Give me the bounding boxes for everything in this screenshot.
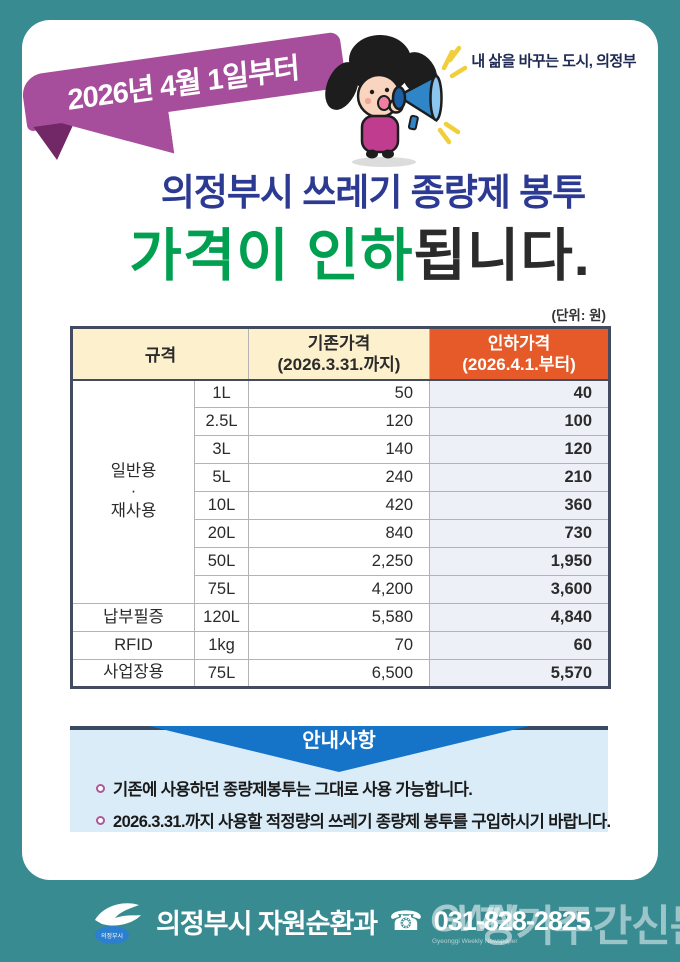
size-cell: 3L xyxy=(194,435,249,464)
city-slogan: 내 삶을 바꾸는 도시, 의정부 xyxy=(471,53,636,70)
table-row: 3L 140 120 xyxy=(72,435,610,464)
notice-item-text: 2026.3.31.까지 사용할 적정량의 쓰레기 종량제 봉투를 구입하시기 … xyxy=(113,813,611,831)
new-price-cell: 1,950 xyxy=(429,547,610,576)
old-price-label: 기존가격 xyxy=(307,333,371,353)
table-row: 50L 2,250 1,950 xyxy=(72,547,610,576)
new-price-cell: 40 xyxy=(429,379,610,408)
notice-box: 안내사항 기존에 사용하던 종량제봉투는 그대로 사용 가능합니다. 2026.… xyxy=(70,726,611,832)
table-row: 2.5L 120 100 xyxy=(72,407,610,436)
footer-department: 의정부시 자원순환과 xyxy=(156,908,378,939)
col-header-new-price: 인하가격 (2026.4.1.부터) xyxy=(429,327,610,381)
new-price-cell: 210 xyxy=(429,463,610,492)
old-price-cell: 4,200 xyxy=(248,575,430,604)
table-row: RFID 1kg 70 60 xyxy=(71,631,610,660)
new-price-cell: 730 xyxy=(429,519,610,548)
table-row: 5L 240 210 xyxy=(72,463,610,492)
uijeongbu-city-logo-icon: 의정부시 xyxy=(95,903,142,944)
old-price-cell: 140 xyxy=(248,435,430,464)
price-table: 규격 기존가격 (2026.3.31.까지) 인하가격 (2026.4.1.부터… xyxy=(70,326,611,689)
poster-card: 2026년 4월 1일부터 내 삶을 바꾸는 도시, 의정부 xyxy=(20,20,658,880)
footer-phone-number: 031-828-2825 xyxy=(433,905,591,936)
phone-icon: ☎ xyxy=(389,905,423,936)
notice-item-text: 기존에 사용하던 종량제봉투는 그대로 사용 가능합니다. xyxy=(113,781,473,799)
size-cell: 75L xyxy=(194,659,249,688)
size-cell: 20L xyxy=(194,519,249,548)
size-cell: 1kg xyxy=(194,631,249,660)
new-price-cell: 4,840 xyxy=(429,603,610,632)
size-cell: 1L xyxy=(194,379,249,408)
new-price-label: 인하가격 xyxy=(487,333,551,353)
category-cell: RFID xyxy=(71,631,195,660)
notice-title: 안내사항 xyxy=(302,730,376,752)
mascot-megaphone-illustration xyxy=(322,30,478,170)
table-row: 75L 4,200 3,600 xyxy=(72,575,610,604)
table-row: 10L 420 360 xyxy=(72,491,610,520)
size-cell: 10L xyxy=(194,491,249,520)
old-price-cell: 840 xyxy=(248,519,430,548)
bullet-icon xyxy=(96,815,105,825)
date-ribbon-label: 2026년 4월 1일부터 xyxy=(67,52,301,117)
headline-highlight: 가격이 인하 xyxy=(129,224,414,288)
notice-item: 2026.3.31.까지 사용할 적정량의 쓰레기 종량제 봉투를 구입하시기 … xyxy=(96,808,611,832)
old-price-cell: 5,580 xyxy=(248,603,430,632)
col-header-old-price: 기존가격 (2026.3.31.까지) xyxy=(248,327,430,381)
new-price-cell: 60 xyxy=(429,631,610,660)
headline-line1: 의정부시 쓰레기 종량제 봉투 xyxy=(160,172,586,213)
category-cell: 납부필증 xyxy=(71,603,195,632)
size-cell: 50L xyxy=(194,547,249,576)
headline-line2: 가격이 인하됩니다. xyxy=(62,210,658,292)
old-price-cell: 120 xyxy=(248,407,430,436)
old-price-dates: (2026.3.31.까지) xyxy=(277,354,401,374)
new-price-cell: 3,600 xyxy=(429,575,610,604)
ribbon-fold-shape xyxy=(33,121,80,162)
new-price-dates: (2026.4.1.부터) xyxy=(462,354,576,374)
headline-rest: 됩니다. xyxy=(413,224,591,288)
size-cell: 5L xyxy=(194,463,249,492)
unit-note: (단위: 원) xyxy=(551,308,607,323)
notice-item: 기존에 사용하던 종량제봉투는 그대로 사용 가능합니다. xyxy=(96,776,600,800)
category-cell: 사업장용 xyxy=(71,659,195,688)
category-cell: 일반용 · 재사용 xyxy=(71,379,195,604)
new-price-cell: 100 xyxy=(429,407,610,436)
table-row: 납부필증 120L 5,580 4,840 xyxy=(71,603,610,632)
old-price-cell: 70 xyxy=(248,631,430,660)
size-cell: 120L xyxy=(194,603,249,632)
old-price-cell: 240 xyxy=(248,463,430,492)
size-cell: 75L xyxy=(194,575,249,604)
old-price-cell: 6,500 xyxy=(248,659,430,688)
old-price-cell: 50 xyxy=(248,379,430,408)
old-price-cell: 420 xyxy=(248,491,430,520)
table-row: 사업장용 75L 6,500 5,570 xyxy=(71,659,610,688)
old-price-cell: 2,250 xyxy=(248,547,430,576)
table-row: 일반용 · 재사용 1L 50 40 xyxy=(71,379,610,604)
new-price-cell: 5,570 xyxy=(429,659,610,688)
notice-banner: 안내사항 xyxy=(149,726,529,772)
footer-contact-bar: 의정부시 의정부시 자원순환과 ☎ 031-828-2825 xyxy=(0,880,680,962)
table-header-row: 규격 기존가격 (2026.3.31.까지) 인하가격 (2026.4.1.부터… xyxy=(71,327,610,381)
bullet-icon xyxy=(96,783,105,793)
logo-city-name: 의정부시 xyxy=(101,932,123,940)
col-header-spec: 규격 xyxy=(71,327,249,381)
size-cell: 2.5L xyxy=(194,407,249,436)
new-price-cell: 120 xyxy=(429,435,610,464)
date-ribbon: 2026년 4월 1일부터 xyxy=(20,31,347,131)
new-price-cell: 360 xyxy=(429,491,610,520)
notice-list: 기존에 사용하던 종량제봉투는 그대로 사용 가능합니다. 2026.3.31.… xyxy=(96,776,611,832)
price-table-body: 일반용 · 재사용 1L 50 40 2.5L 120 100 3L 140 120 5L 240 21… xyxy=(71,379,610,688)
mascot-icon xyxy=(325,35,468,167)
